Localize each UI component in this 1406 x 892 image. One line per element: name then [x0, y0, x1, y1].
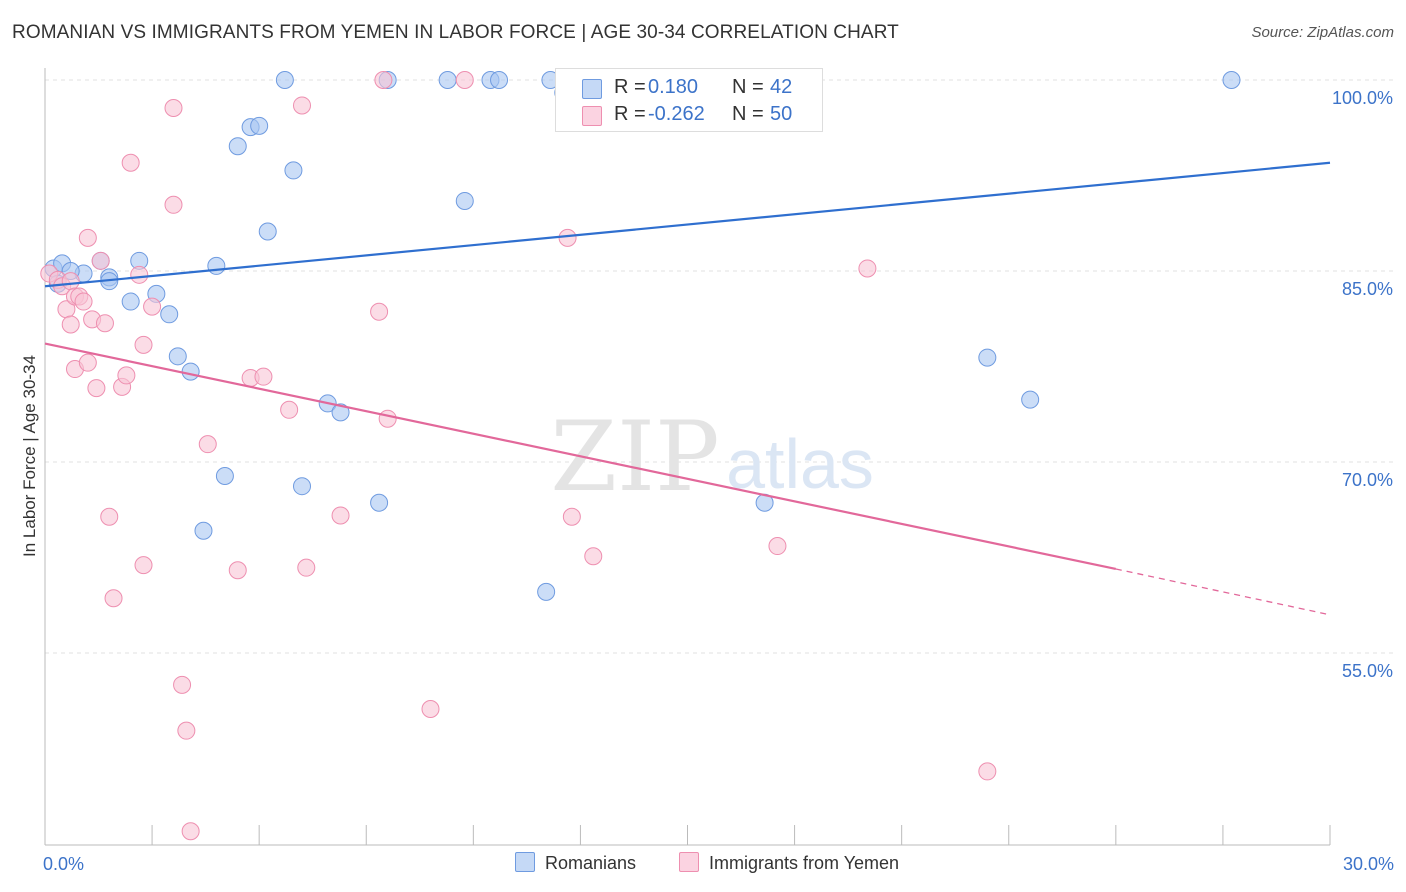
- data-point: [455, 191, 474, 210]
- bottom-legend-label-yemen: Immigrants from Yemen: [709, 853, 900, 873]
- legend-n-value: 50: [770, 103, 793, 125]
- data-point: [978, 348, 997, 367]
- data-point: [95, 314, 114, 333]
- watermark-atlas: atlas: [726, 425, 874, 503]
- data-point: [537, 582, 556, 601]
- bottom-legend-romanians: Romanians: [515, 852, 636, 874]
- series-yemen: [40, 71, 997, 841]
- data-point: [78, 353, 97, 372]
- watermark: ZIP atlas: [550, 401, 874, 513]
- data-point: [228, 137, 247, 156]
- trend-line-romanians: [44, 161, 1331, 288]
- bottom-legend-swatch-romanians: [515, 852, 535, 872]
- chart-title: ROMANIAN VS IMMIGRANTS FROM YEMEN IN LAB…: [12, 22, 899, 43]
- legend-r-label: R =: [614, 76, 646, 98]
- correlation-legend: R = 0.180 N = 42 R = -0.262 N = 50: [555, 68, 823, 132]
- data-point: [215, 467, 234, 486]
- data-point: [207, 256, 226, 275]
- axis-layer: [44, 68, 1331, 846]
- data-point: [164, 195, 183, 214]
- data-point: [978, 762, 997, 781]
- data-point: [297, 558, 316, 577]
- data-point: [284, 161, 303, 180]
- data-point: [104, 589, 123, 608]
- x-tick-label: 0.0%: [43, 854, 84, 874]
- bottom-legend-yemen: Immigrants from Yemen: [679, 852, 899, 874]
- data-point: [1021, 390, 1040, 409]
- data-point: [228, 561, 247, 580]
- legend-n-value: 42: [770, 76, 793, 98]
- data-point: [562, 507, 581, 526]
- source-label: Source: ZipAtlas.com: [1251, 24, 1394, 41]
- data-point: [74, 292, 93, 311]
- data-point: [173, 675, 192, 694]
- y-tick-label: 55.0%: [1342, 661, 1393, 681]
- legend-r-value: -0.262: [648, 103, 705, 125]
- data-point: [455, 71, 474, 89]
- data-point: [181, 362, 200, 381]
- data-point: [121, 292, 140, 311]
- trend-line-yemen-extension: [1115, 568, 1331, 616]
- data-point: [370, 302, 389, 321]
- data-point: [87, 379, 106, 398]
- data-point: [254, 367, 273, 386]
- data-point: [181, 822, 200, 841]
- trend-line-yemen: [44, 342, 1117, 571]
- data-point: [280, 400, 299, 419]
- data-point: [250, 116, 269, 135]
- data-point: [61, 315, 80, 334]
- data-point: [117, 366, 136, 385]
- bottom-legend-swatch-yemen: [679, 852, 699, 872]
- data-point: [168, 347, 187, 366]
- data-point: [331, 506, 350, 525]
- data-point: [143, 297, 162, 316]
- data-point: [194, 521, 213, 540]
- data-point: [100, 507, 119, 526]
- legend-r-label: R =: [614, 103, 646, 125]
- data-point: [858, 259, 877, 278]
- data-point: [293, 96, 311, 115]
- bottom-legend-label-romanians: Romanians: [545, 853, 637, 873]
- data-point: [1222, 71, 1241, 89]
- data-point: [438, 71, 457, 89]
- data-point: [768, 537, 787, 556]
- legend-swatch-yemen: [582, 106, 602, 126]
- legend-n-label: N =: [732, 76, 764, 98]
- y-tick-label: 100.0%: [1332, 88, 1393, 108]
- series-romanians: [44, 71, 1241, 601]
- data-point: [91, 251, 110, 270]
- grid-layer: [45, 79, 1395, 654]
- x-tick-label: 30.0%: [1343, 854, 1394, 874]
- data-point: [78, 228, 97, 247]
- data-point: [160, 305, 179, 324]
- legend-r-value: 0.180: [648, 76, 699, 98]
- data-point: [275, 71, 294, 89]
- data-point: [61, 272, 80, 291]
- data-point: [164, 99, 183, 118]
- y-tick-label: 85.0%: [1342, 279, 1393, 299]
- data-point: [421, 700, 440, 719]
- data-point: [121, 153, 140, 172]
- legend-n-label: N =: [732, 103, 764, 125]
- data-point: [378, 409, 397, 428]
- data-point: [130, 265, 149, 284]
- data-point: [198, 435, 217, 454]
- trend-layer: [44, 161, 1331, 616]
- data-point: [258, 222, 277, 241]
- data-point: [331, 403, 350, 422]
- watermark-zip: ZIP: [550, 401, 719, 513]
- legend-swatch-romanians: [582, 79, 602, 99]
- data-point: [177, 721, 196, 740]
- data-point: [584, 547, 603, 566]
- data-point: [558, 228, 577, 247]
- y-tick-label: 70.0%: [1342, 470, 1393, 490]
- data-point: [293, 477, 311, 496]
- data-point: [134, 335, 153, 354]
- tick-label-layer: 100.0% 85.0% 70.0% 55.0% 0.0% 30.0%: [43, 88, 1394, 874]
- data-point: [490, 71, 509, 89]
- data-point: [374, 71, 393, 89]
- data-point: [134, 556, 153, 575]
- data-point: [370, 493, 389, 512]
